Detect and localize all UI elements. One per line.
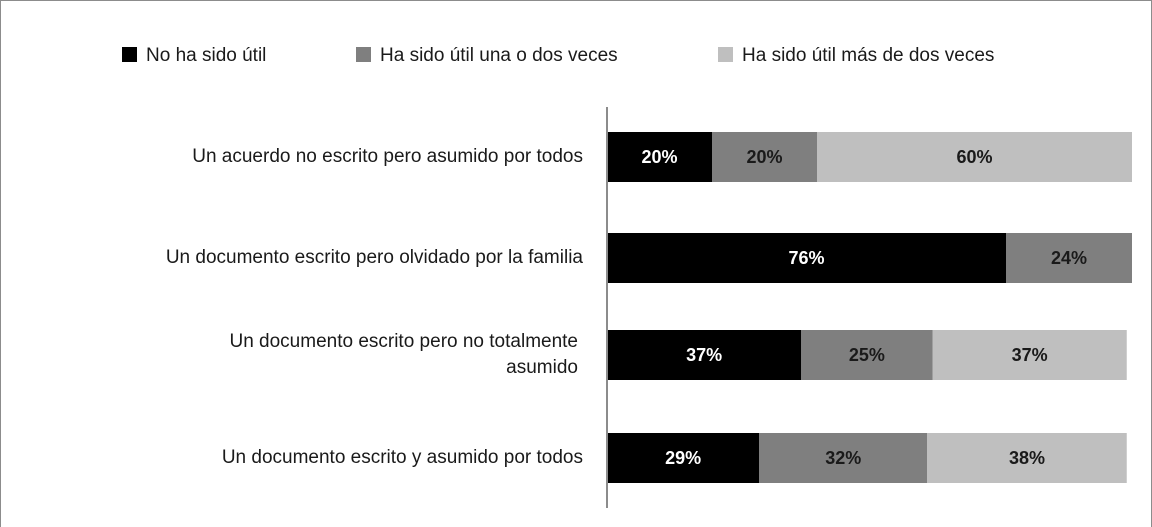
bar-segment xyxy=(927,433,1127,483)
value-label: 32% xyxy=(825,448,861,468)
value-label: 76% xyxy=(788,248,824,268)
legend-swatch xyxy=(122,47,137,62)
bar-segment xyxy=(932,330,1127,380)
bar-segment xyxy=(817,132,1132,182)
legend-label: No ha sido útil xyxy=(146,45,266,66)
category-label: Un documento escrito pero olvidado por l… xyxy=(166,247,584,268)
value-label: 37% xyxy=(1012,345,1048,365)
bar-segment xyxy=(607,132,712,182)
value-label: 20% xyxy=(641,147,677,167)
value-label: 37% xyxy=(686,345,722,365)
legend-swatch xyxy=(356,47,371,62)
category-label: Un documento escrito pero no totalmente xyxy=(229,331,578,352)
value-label: 29% xyxy=(665,448,701,468)
category-label: Un documento escrito y asumido por todos xyxy=(222,447,583,468)
legend-label: Ha sido útil más de dos veces xyxy=(742,45,994,66)
bar-segment xyxy=(607,233,1006,283)
value-label: 60% xyxy=(956,147,992,167)
value-label: 25% xyxy=(849,345,885,365)
bar-segment xyxy=(607,433,760,483)
bar-segment xyxy=(607,330,802,380)
bar-segment xyxy=(712,132,817,182)
value-label: 24% xyxy=(1051,248,1087,268)
bar-segment xyxy=(759,433,928,483)
bar-segment xyxy=(801,330,933,380)
value-label: 20% xyxy=(746,147,782,167)
value-label: 38% xyxy=(1009,448,1045,468)
category-label: Un acuerdo no escrito pero asumido por t… xyxy=(192,146,583,167)
category-label: asumido xyxy=(506,357,578,378)
legend-label: Ha sido útil una o dos veces xyxy=(380,45,618,66)
bar-segment xyxy=(1006,233,1132,283)
legend-swatch xyxy=(718,47,733,62)
